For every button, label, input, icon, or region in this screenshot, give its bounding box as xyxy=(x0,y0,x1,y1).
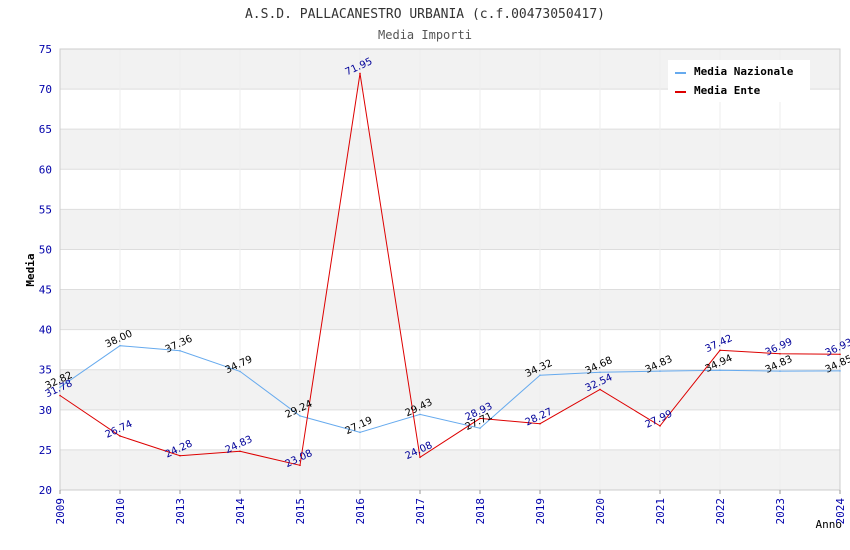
series-line-1 xyxy=(59,73,841,466)
data-point xyxy=(359,431,361,434)
x-axis-ticks: 2009 2010 2013 2014 2015 2016 2017 2018 2019 2020… xyxy=(54,490,847,525)
y-tick-label: 30 xyxy=(39,404,52,417)
chart-subtitle: Media Importi xyxy=(378,28,472,42)
data-point xyxy=(239,450,241,453)
x-tick-label: 2014 xyxy=(234,498,247,525)
legend-label-media-ente: Media Ente xyxy=(694,84,761,97)
legend-box xyxy=(668,60,810,102)
y-tick-label: 50 xyxy=(39,243,52,256)
y-tick-label: 65 xyxy=(39,123,52,136)
data-point xyxy=(779,352,781,355)
data-point xyxy=(419,456,421,459)
y-tick-label: 75 xyxy=(39,43,52,56)
gridlines xyxy=(59,48,841,491)
x-tick-label: 2009 xyxy=(54,498,67,525)
data-point xyxy=(479,417,481,420)
background-band xyxy=(60,289,840,330)
data-point xyxy=(659,425,661,427)
data-label: 38.00 xyxy=(104,328,135,350)
y-tick-label: 70 xyxy=(39,83,52,96)
data-point xyxy=(119,344,121,347)
series-lines xyxy=(59,72,841,467)
x-tick-label: 2016 xyxy=(354,498,367,525)
data-label: 27.99 xyxy=(644,409,675,431)
x-tick-label: 2023 xyxy=(774,498,787,525)
x-tick-label: 2015 xyxy=(294,498,307,525)
data-point xyxy=(239,370,241,373)
x-tick-label: 2019 xyxy=(534,498,547,525)
data-point xyxy=(179,454,181,457)
legend-label-media-nazionale: Media Nazionale xyxy=(694,65,794,78)
legend: Media Nazionale Media Ente xyxy=(668,60,810,102)
x-tick-label: 2018 xyxy=(474,498,487,525)
data-point xyxy=(119,435,121,437)
y-tick-label: 35 xyxy=(39,364,52,377)
x-tick-label: 2022 xyxy=(714,498,727,525)
chart-title: A.S.D. PALLACANESTRO URBANIA (c.f.004730… xyxy=(245,7,605,22)
data-point xyxy=(299,464,301,467)
y-tick-label: 40 xyxy=(39,324,52,337)
data-point xyxy=(419,413,421,416)
x-tick-label: 2010 xyxy=(114,498,127,525)
data-point xyxy=(599,388,601,391)
data-label: 37.36 xyxy=(164,333,195,355)
y-tick-label: 55 xyxy=(39,203,52,216)
data-label: 26.74 xyxy=(104,419,135,441)
data-point xyxy=(479,427,481,429)
background-band xyxy=(60,209,840,250)
data-point xyxy=(839,370,841,372)
x-tick-label: 2020 xyxy=(594,498,607,525)
x-tick-label: 2024 xyxy=(834,498,847,525)
data-point xyxy=(59,386,61,389)
x-tick-label: 2017 xyxy=(414,498,427,525)
data-point xyxy=(719,369,721,372)
data-point xyxy=(539,374,541,376)
data-point xyxy=(659,370,661,372)
data-point xyxy=(599,371,601,374)
background-bands xyxy=(60,49,840,490)
data-point xyxy=(299,415,301,417)
data-point xyxy=(779,370,781,372)
x-tick-label: 2021 xyxy=(654,498,667,525)
series-line-0 xyxy=(59,345,841,433)
data-point xyxy=(539,422,541,425)
plot-area-frame xyxy=(59,48,841,491)
x-tick-label: 2013 xyxy=(174,498,187,525)
y-tick-label: 60 xyxy=(39,163,52,176)
y-tick-label: 20 xyxy=(39,484,52,497)
y-axis-title: Media xyxy=(24,253,37,286)
background-band xyxy=(60,129,840,170)
background-band xyxy=(60,449,840,490)
data-point xyxy=(719,349,721,352)
data-point xyxy=(179,350,181,352)
y-axis-ticks: 20 25 30 35 40 45 50 55 60 65 70 75 xyxy=(39,43,52,497)
y-tick-label: 25 xyxy=(39,444,52,457)
data-point xyxy=(59,394,61,397)
y-tick-label: 45 xyxy=(39,284,52,297)
background-band xyxy=(60,369,840,410)
x-axis-title: Anno xyxy=(816,518,843,531)
data-point xyxy=(359,72,361,75)
data-label: 27.19 xyxy=(344,415,375,437)
data-point xyxy=(839,353,841,356)
